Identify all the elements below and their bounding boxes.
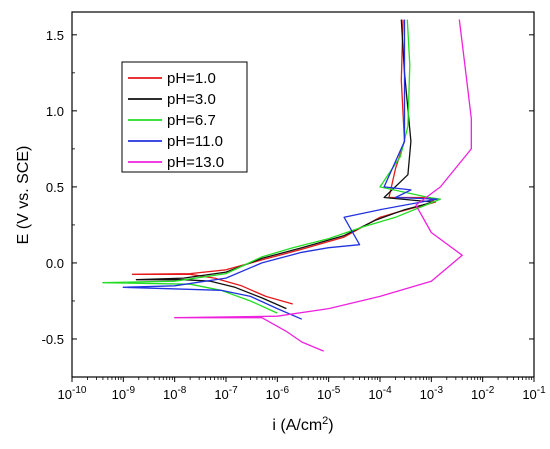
series-line-4 bbox=[122, 19, 438, 320]
series-line-2 bbox=[135, 19, 435, 310]
y-tick-label: 1.0 bbox=[46, 104, 64, 119]
x-tick-label: 10-3 bbox=[420, 385, 444, 402]
y-tick-label: 1.5 bbox=[46, 28, 64, 43]
series-layer bbox=[102, 19, 472, 352]
x-tick-label: 10-9 bbox=[112, 385, 136, 402]
y-axis: -0.5 0.0 0.5 1.0 1.5 bbox=[42, 28, 534, 378]
x-tick-label: 10-7 bbox=[214, 385, 238, 402]
legend-label: pH=1.0 bbox=[167, 70, 216, 87]
legend: pH=1.0 pH=3.0 pH=6.7 pH=11.0 pH=13.0 bbox=[121, 61, 248, 173]
legend-label: pH=6.7 bbox=[167, 112, 216, 129]
y-tick-label: 0.5 bbox=[46, 180, 64, 195]
x-tick-label: 10-5 bbox=[317, 385, 341, 402]
legend-label: pH=11.0 bbox=[167, 133, 223, 150]
plot-frame bbox=[71, 11, 535, 378]
legend-label: pH=3.0 bbox=[167, 91, 216, 108]
x-tick-label: 10-6 bbox=[266, 385, 290, 402]
legend-box bbox=[121, 61, 248, 173]
x-tick-label: 10-10 bbox=[58, 385, 87, 402]
x-axis: 10-10 10-9 10-8 10-7 10-6 10-5 10-4 10-3 10-2 10-… bbox=[58, 377, 546, 402]
x-axis-title: i (A/cm2) bbox=[272, 415, 333, 434]
x-tick-label: 10-8 bbox=[163, 385, 187, 402]
legend-label: pH=13.0 bbox=[167, 154, 224, 171]
x-tick-label: 10-1 bbox=[522, 385, 546, 402]
y-tick-label: -0.5 bbox=[42, 332, 64, 347]
series-line-5 bbox=[174, 19, 472, 352]
series-line-3 bbox=[102, 19, 442, 314]
y-tick-label: 0.0 bbox=[46, 256, 64, 271]
x-tick-label: 10-2 bbox=[471, 385, 495, 402]
x-tick-label: 10-4 bbox=[368, 385, 392, 402]
series-line-1 bbox=[131, 19, 437, 305]
y-axis-title: E (V vs. SCE) bbox=[15, 146, 32, 245]
